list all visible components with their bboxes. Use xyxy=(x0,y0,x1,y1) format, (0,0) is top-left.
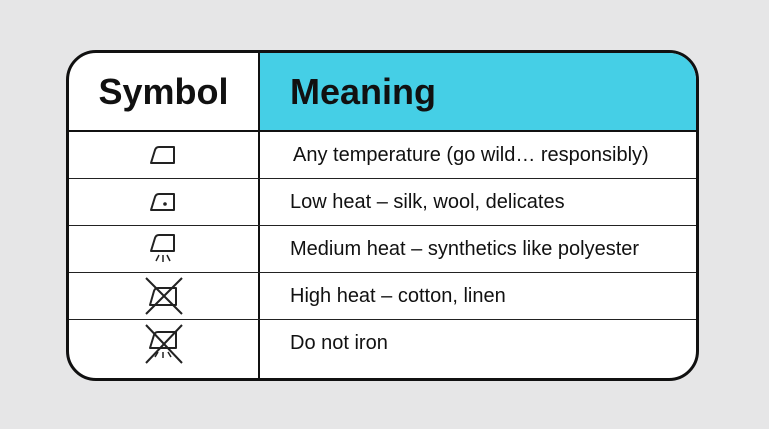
row-meaning: Any temperature (go wild… responsibly) xyxy=(293,143,649,166)
iron-crossed-icon xyxy=(69,273,258,319)
row-meaning: High heat – cotton, linen xyxy=(290,284,506,307)
table-row: Medium heat – synthetics like polyester xyxy=(69,226,696,273)
symbol-column-header: Symbol xyxy=(98,70,229,112)
column-divider xyxy=(258,53,260,378)
ironing-symbols-table: Symbol Meaning Any temperature (go wild…… xyxy=(66,50,699,381)
table-body: Any temperature (go wild… responsibly) L… xyxy=(69,132,696,378)
meaning-column-header: Meaning xyxy=(260,53,696,130)
row-meaning: Low heat – silk, wool, delicates xyxy=(290,190,565,213)
iron-low-heat-one-dot-icon xyxy=(69,179,258,225)
table-row: Any temperature (go wild… responsibly) xyxy=(69,132,696,179)
row-meaning: Do not iron xyxy=(290,332,388,354)
table-row: Do not iron xyxy=(69,320,696,367)
row-meaning: Medium heat – synthetics like polyester xyxy=(290,237,640,260)
iron-medium-heat-icon xyxy=(69,226,258,272)
table-row: High heat – cotton, linen xyxy=(69,273,696,320)
table-header: Symbol Meaning xyxy=(69,53,696,132)
table-row: Low heat – silk, wool, delicates xyxy=(69,179,696,226)
iron-any-temperature-icon xyxy=(69,132,258,178)
iron-crossed-steam-icon xyxy=(69,320,258,367)
